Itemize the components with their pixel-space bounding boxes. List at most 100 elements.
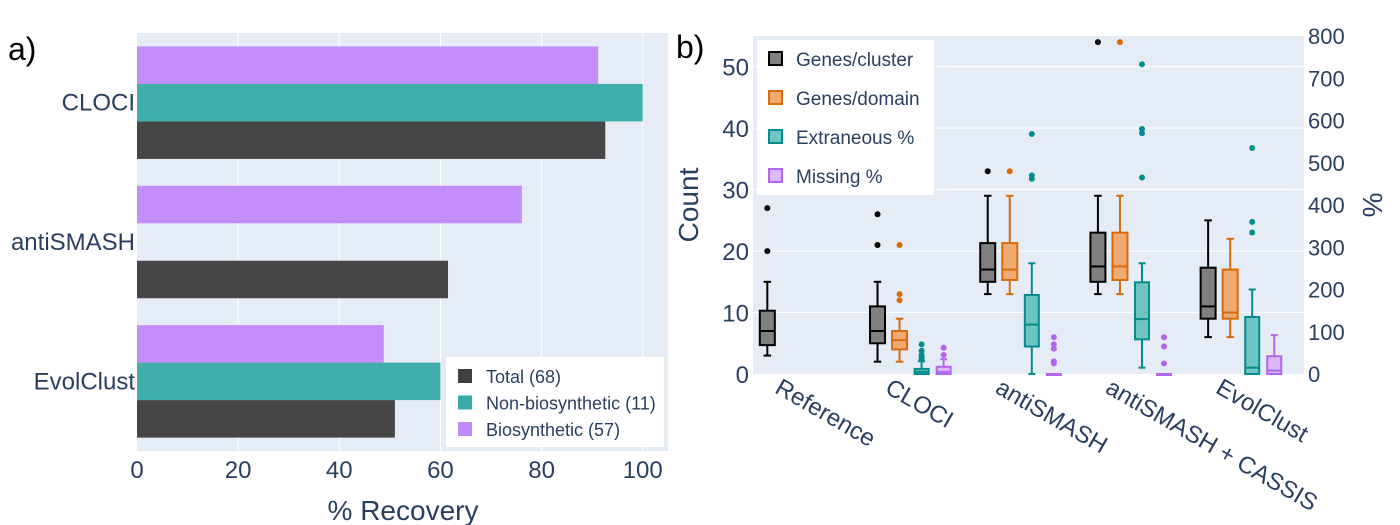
panel-b-right-tick-label: 400	[1308, 193, 1345, 218]
box-extraneous-antismash	[1023, 131, 1040, 375]
panel-b-boxes	[758, 39, 1283, 376]
box-iqr	[1001, 242, 1019, 281]
outlier-point	[918, 341, 925, 348]
box-missing-evolclust	[1266, 334, 1283, 376]
panel-b-right-axis-title: %	[1357, 193, 1388, 218]
panel-b-right-tick-label: 0	[1308, 362, 1320, 387]
panel-b-legend-label: Genes/domain	[796, 89, 920, 110]
outlier-point	[1028, 131, 1035, 138]
panel-a-x-tick-label: 80	[528, 457, 555, 484]
bar-non-biosynthetic-cloci	[137, 83, 643, 122]
outlier-point	[1050, 358, 1057, 365]
panel-b-category-label: EvolClust	[1211, 374, 1313, 448]
panel-a-x-tick-label: 60	[427, 457, 454, 484]
outlier-point	[1161, 360, 1168, 367]
panel-b-legend-swatch	[768, 168, 783, 183]
panel-a-legend-box	[446, 357, 664, 447]
panel-b-right-tick-label: 500	[1308, 151, 1345, 176]
box-iqr	[1244, 315, 1261, 375]
box-iqr	[1111, 231, 1129, 281]
outlier-point	[764, 248, 771, 255]
box-missing-cloci	[935, 344, 952, 376]
box-iqr	[1089, 231, 1107, 283]
panel-a-x-tick-label: 40	[326, 457, 353, 484]
bar-total-antismash	[137, 260, 449, 299]
box-iqr	[1023, 293, 1040, 348]
outlier-point	[1249, 144, 1256, 151]
outlier-point	[1028, 172, 1035, 179]
panel-a-x-tick-label: 20	[225, 457, 252, 484]
panel-a-legend-swatch	[458, 369, 472, 383]
bar-biosynthetic-cloci	[137, 46, 599, 84]
panel-a-x-tick-label: 100	[623, 457, 663, 484]
box-iqr	[1266, 355, 1283, 376]
outlier-point	[1050, 345, 1057, 352]
outlier-point	[896, 297, 903, 304]
bar-biosynthetic-evolclust	[137, 325, 384, 363]
panel-a-category-label: CLOCI	[62, 90, 135, 117]
box-iqr	[1134, 281, 1151, 341]
outlier-point	[1116, 39, 1123, 46]
panel-a-x-axis-title: % Recovery	[328, 495, 479, 525]
panel-b-right-tick-label: 200	[1308, 278, 1345, 303]
panel-b-left-tick-label: 20	[722, 239, 749, 266]
panel-b-category-label: Reference	[771, 374, 880, 453]
outlier-point	[918, 351, 925, 358]
panel-a-category-labels: CLOCI antiSMASH EvolClust	[11, 90, 135, 396]
box-genes-domain-antismash-cassis	[1111, 39, 1129, 296]
box-iqr	[979, 242, 997, 283]
panel-b-legend-label: Missing %	[796, 167, 883, 188]
panel-a-legend-label: Total (68)	[486, 367, 561, 387]
box-genes-domain-evolclust	[1221, 237, 1239, 339]
box-missing-antismash-cassis	[1156, 334, 1173, 376]
panel-a-x-tick-label: 0	[130, 457, 143, 484]
outlier-point	[764, 205, 771, 212]
outlier-point	[984, 168, 991, 175]
outlier-point	[1139, 130, 1146, 137]
outlier-point	[1139, 61, 1146, 68]
outlier-point	[896, 291, 903, 298]
bar-total-cloci	[137, 121, 606, 159]
panel-b-legend: Genes/cluster Genes/domain Extraneous % Mis…	[757, 40, 934, 195]
outlier-point	[1161, 343, 1168, 350]
outlier-point	[1249, 218, 1256, 225]
panel-b-legend-swatch	[768, 90, 783, 105]
outlier-point	[918, 347, 925, 354]
panel-a-x-tick-labels: 0 20 40 60 80 100	[130, 457, 662, 484]
box-extraneous-evolclust	[1244, 144, 1261, 375]
panel-b-legend-label: Genes/cluster	[796, 50, 914, 71]
panel-b-left-tick-label: 50	[722, 55, 749, 82]
panel-b-letter: b)	[676, 29, 704, 65]
outlier-point	[1050, 334, 1057, 341]
outlier-point	[896, 241, 903, 248]
panel-a-legend-label: Non-biosynthetic (11)	[486, 394, 656, 414]
outlier-point	[874, 211, 881, 218]
bar-non-biosynthetic-evolclust	[137, 362, 441, 401]
box-iqr	[869, 305, 887, 345]
outlier-point	[874, 241, 881, 248]
panel-b-legend-label: Extraneous %	[796, 128, 914, 149]
panel-a-category-label: EvolClust	[34, 368, 136, 395]
panel-b-left-tick-label: 40	[722, 116, 749, 143]
panel-b-legend-box	[757, 40, 934, 195]
box-genes-cluster-cloci	[869, 211, 887, 363]
panel-a-bars	[137, 46, 643, 438]
outlier-point	[940, 351, 947, 358]
box-iqr	[935, 365, 952, 376]
box-genes-cluster-reference	[758, 205, 776, 357]
box-extraneous-antismash-cassis	[1134, 61, 1151, 369]
box-missing-antismash	[1045, 334, 1062, 376]
panel-b-right-tick-label: 100	[1308, 320, 1345, 345]
box-genes-cluster-antismash-cassis	[1089, 39, 1107, 296]
box-iqr	[758, 309, 776, 347]
box-iqr	[1221, 268, 1239, 320]
box-genes-domain-cloci	[891, 241, 909, 363]
panel-b-left-axis-title: Count	[673, 167, 704, 242]
box-genes-domain-antismash	[1001, 168, 1019, 296]
panel-b-legend-swatch	[768, 129, 783, 144]
box-genes-cluster-antismash	[979, 168, 997, 296]
outlier-point	[1050, 341, 1057, 348]
panel-b-left-tick-label: 10	[722, 301, 749, 328]
